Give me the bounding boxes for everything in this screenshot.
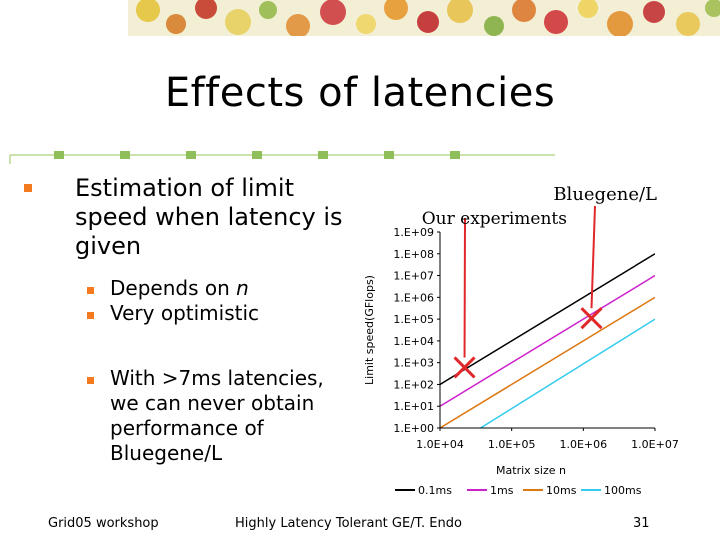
bullet-marker [87, 287, 94, 294]
annotation-experiments: Our experiments [422, 209, 567, 229]
footer-center: Highly Latency Tolerant GE/T. Endo [235, 516, 462, 531]
bullet-main: Estimation of limit speed when latency i… [75, 174, 375, 261]
legend-label: 100ms [604, 484, 642, 497]
sub-bullet-depends: Depends on n [110, 276, 249, 301]
y-tick-label: 1.E+06 [393, 291, 434, 304]
sub-bullet-latency: With >7ms latencies, we can never obtain… [110, 366, 340, 466]
x-tick-label: 1.0E+06 [559, 438, 607, 451]
slide-title: Effects of latencies [164, 70, 556, 116]
sub-bullet-optimistic: Very optimistic [110, 301, 260, 325]
sub-bullet-italic: n [236, 276, 249, 300]
page-number: 31 [633, 516, 650, 531]
bullet-main-line: Estimation of limit [75, 174, 294, 202]
legend-label: 1ms [490, 484, 514, 497]
bullet-marker [87, 377, 94, 384]
floral-banner [128, 0, 720, 36]
title-rule [9, 151, 555, 164]
cross-marker [580, 307, 603, 330]
x-tick-label: 1.0E+04 [416, 438, 464, 451]
annotation-arrow [590, 205, 596, 309]
annotation-bluegene: Bluegene/L [553, 184, 657, 205]
x-axis-label: Matrix size n [496, 464, 566, 477]
sub-bullet-line: we can never obtain [110, 391, 315, 415]
series-line-10ms [440, 296, 655, 428]
y-tick-label: 1.E+00 [393, 422, 434, 435]
y-tick-label: 1.E+05 [393, 313, 434, 326]
y-axis-label: Limit speed(GFlops) [363, 275, 376, 385]
y-tick-label: 1.E+08 [393, 248, 434, 261]
bullet-main-line: given [75, 232, 142, 260]
y-tick-label: 1.E+02 [393, 378, 434, 391]
series-line-1ms [440, 274, 655, 407]
y-tick-label: 1.E+03 [393, 357, 434, 370]
y-tick-label: 1.E+01 [393, 400, 434, 413]
sub-bullet-line: With >7ms latencies, [110, 366, 324, 390]
legend-label: 0.1ms [418, 484, 452, 497]
sub-bullet-line: performance of [110, 416, 264, 440]
cross-marker [453, 356, 476, 379]
x-tick-label: 1.0E+07 [631, 438, 679, 451]
y-tick-label: 1.E+04 [393, 335, 434, 348]
latency-chart: 1.E+00 1.E+01 1.E+02 1.E+03 1.E+04 1.E+05 1.E+… [363, 184, 679, 497]
y-tick-label: 1.E+09 [393, 226, 434, 239]
legend-label: 10ms [546, 484, 577, 497]
bullet-marker [24, 184, 32, 192]
sub-bullet-text: Depends on [110, 276, 237, 300]
bullet-marker [87, 312, 94, 319]
bullet-main-line: speed when latency is [75, 203, 343, 231]
series-line-0_1ms [440, 253, 655, 386]
x-tick-label: 1.0E+05 [488, 438, 536, 451]
footer-left: Grid05 workshop [48, 516, 159, 531]
sub-bullet-line: Bluegene/L [110, 441, 223, 465]
y-tick-label: 1.E+07 [393, 270, 434, 283]
